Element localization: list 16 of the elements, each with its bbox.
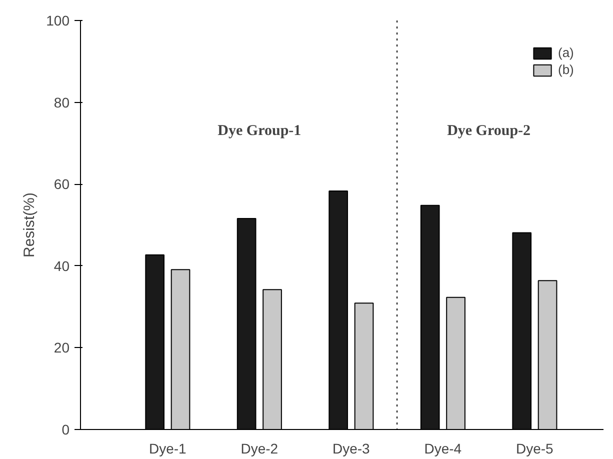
annotation: Dye Group-2: [447, 123, 531, 140]
x-tick-label: Dye-4: [424, 440, 462, 456]
y-tick-label: 100: [46, 12, 70, 28]
y-tick-label: 80: [54, 94, 70, 110]
x-tick-label: Dye-5: [516, 440, 554, 456]
legend-label: (b): [558, 62, 575, 77]
x-tick-label: Dye-2: [240, 440, 278, 456]
y-axis-title: Resist(%): [21, 192, 38, 258]
annotation: Dye Group-1: [218, 123, 302, 140]
legend-label: (a): [558, 45, 575, 60]
y-tick-label: 40: [54, 258, 70, 274]
x-tick-label: Dye-1: [148, 440, 187, 456]
y-tick-label: 0: [62, 422, 70, 438]
y-tick-label: 60: [54, 176, 70, 192]
x-tick-label: Dye-3: [332, 440, 370, 456]
y-tick-label: 20: [54, 340, 70, 356]
